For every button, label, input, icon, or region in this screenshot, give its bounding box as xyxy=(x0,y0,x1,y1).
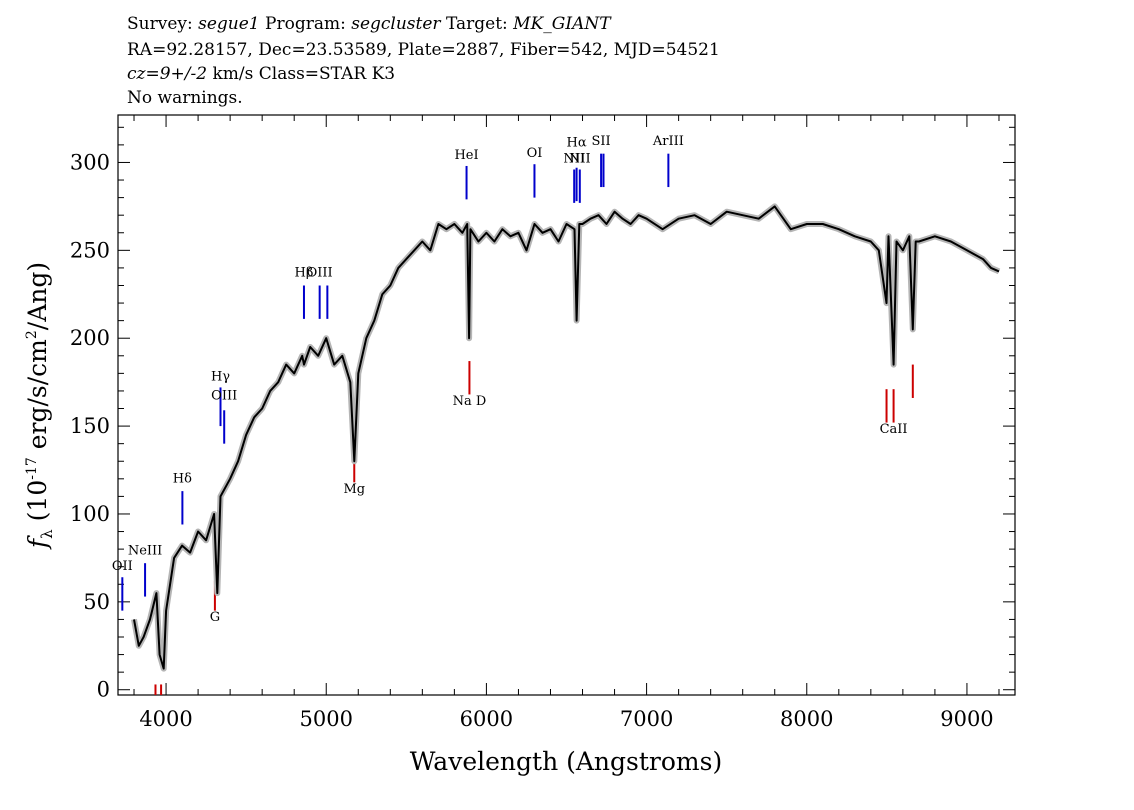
target-label: Target: xyxy=(445,14,508,34)
x-tick-label: 5000 xyxy=(300,707,353,731)
survey-value: segue1 xyxy=(198,14,260,34)
error-band xyxy=(131,203,1001,672)
target-value: MK_GIANT xyxy=(513,14,611,34)
y-tick-label: 100 xyxy=(70,502,110,526)
axis-ticks: 4000 5000 6000 7000 8000 9000 0 50 100 150 200 250 3… xyxy=(70,115,1015,731)
y-label-unit-a: (10 xyxy=(23,480,52,522)
y-tick-label: 0 xyxy=(97,678,110,702)
y-label-f: f xyxy=(23,535,52,550)
line-marker-label: NeIII xyxy=(128,543,162,558)
header-line-4: No warnings. xyxy=(127,88,243,108)
program-value: segcluster xyxy=(351,14,441,34)
y-label-unit-b: erg/s/cm xyxy=(23,339,52,457)
line-marker-label: NII xyxy=(569,151,591,166)
line-marker-label: Hα xyxy=(567,136,587,151)
line-marker-label: OIII xyxy=(307,266,333,281)
line-marker-label: Hβ xyxy=(295,266,314,281)
line-marker-label: Hγ xyxy=(211,369,230,384)
line-marker-label: OI xyxy=(527,146,543,161)
y-tick-label: 300 xyxy=(70,150,110,174)
cz-value: cz=9+/-2 xyxy=(127,64,208,84)
y-tick-label: 50 xyxy=(83,590,110,614)
line-marker-label: G xyxy=(210,610,220,625)
x-tick-label: 4000 xyxy=(139,707,192,731)
program-label: Program: xyxy=(265,14,346,34)
line-marker-label: OII xyxy=(112,559,133,574)
y-tick-label: 150 xyxy=(70,414,110,438)
y-tick-label: 250 xyxy=(70,238,110,262)
plot-frame xyxy=(117,114,1016,696)
y-label-exp2: 2 xyxy=(24,330,40,339)
y-label-unit-c: /Ang) xyxy=(23,262,52,330)
x-tick-label: 8000 xyxy=(780,707,833,731)
x-axis-label: Wavelength (Angstroms) xyxy=(410,747,722,776)
header-line-1: Survey: segue1 Program: segcluster Targe… xyxy=(127,14,611,34)
line-marker-label: Hδ xyxy=(173,471,192,486)
line-marker-label: SII xyxy=(592,134,611,149)
x-tick-label: 9000 xyxy=(940,707,993,731)
header-line-2: RA=92.28157, Dec=23.53589, Plate=2887, F… xyxy=(127,40,720,60)
y-label-exp1: -17 xyxy=(24,457,40,480)
class-text: km/s Class=STAR K3 xyxy=(212,64,396,84)
survey-label: Survey: xyxy=(127,14,193,34)
line-marker-label: Na D xyxy=(453,394,487,409)
line-marker-label: CaII xyxy=(880,422,908,437)
x-tick-label: 7000 xyxy=(620,707,673,731)
flux-series-line xyxy=(133,205,1000,670)
line-marker-label: OIII xyxy=(211,389,237,404)
header-line-3: cz=9+/-2 km/s Class=STAR K3 xyxy=(127,64,395,84)
line-marker-label: NII xyxy=(563,151,585,166)
x-tick-label: 6000 xyxy=(460,707,513,731)
line-marker-label: Mg xyxy=(343,482,365,497)
line-marker-label: ArIII xyxy=(652,134,684,149)
y-label-sub: λ xyxy=(38,529,56,539)
y-axis-label: fλ (10-17 erg/s/cm2/Ang) xyxy=(23,262,56,550)
y-tick-label: 200 xyxy=(70,326,110,350)
line-marker-label: HeI xyxy=(454,148,478,163)
